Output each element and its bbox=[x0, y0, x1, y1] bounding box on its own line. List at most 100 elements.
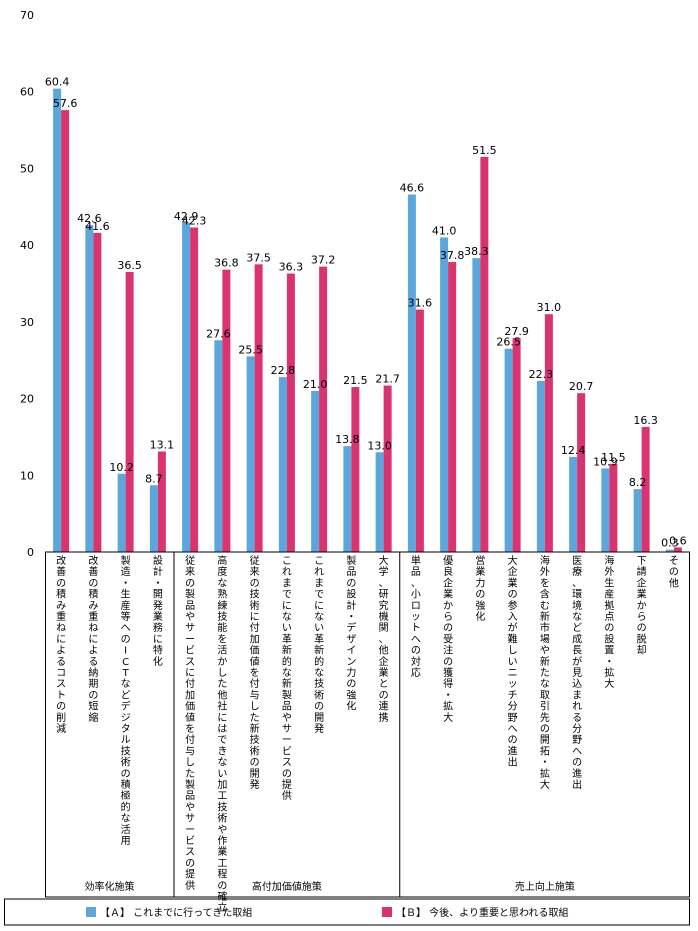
bar bbox=[214, 340, 223, 552]
category-table: 効率化施策 高付加価値施策 売上向上施策 改善の積み重ねによるコストの削減 改善の積み重… bbox=[45, 551, 690, 914]
y-tick-label: 20 bbox=[20, 393, 34, 406]
data-label: 16.3 bbox=[633, 414, 658, 427]
category-label: 単品、小ロットへの対応 bbox=[411, 554, 421, 679]
data-label: 36.3 bbox=[279, 261, 304, 274]
bar bbox=[512, 337, 521, 552]
data-label: 42.3 bbox=[182, 214, 207, 227]
legend-label: 【Ｂ】 今後、より重要と思われる取組 bbox=[396, 906, 568, 919]
category-label: 営業力の強化 bbox=[475, 554, 485, 623]
category-label: 製造・生産等への I C T などデジタル技術の積極的な活用 bbox=[121, 554, 131, 847]
data-label: 37.8 bbox=[440, 249, 465, 262]
data-label: 10.9 bbox=[593, 455, 618, 468]
data-label: 42.9 bbox=[174, 210, 199, 223]
bar bbox=[375, 452, 384, 552]
data-label: 37.5 bbox=[246, 251, 271, 264]
data-label: 42.6 bbox=[77, 212, 102, 225]
data-label: 21.7 bbox=[375, 373, 400, 386]
y-tick-label: 50 bbox=[20, 162, 34, 175]
bar bbox=[190, 227, 199, 552]
bar bbox=[383, 385, 392, 552]
bar bbox=[319, 266, 328, 552]
bar bbox=[609, 463, 618, 552]
group-label: 売上向上施策 bbox=[515, 880, 575, 893]
category-label: 大学、研究機関、他企業との連携 bbox=[379, 554, 389, 724]
category-label: 医療、環境など成長が見込まれる分野への進出 bbox=[572, 555, 582, 791]
y-tick-label: 0 bbox=[27, 546, 34, 559]
category-label: 海外生産拠点の設置・拡大 bbox=[604, 554, 614, 690]
bar bbox=[125, 271, 134, 552]
bar bbox=[85, 225, 94, 552]
y-tick-label: 60 bbox=[20, 86, 34, 99]
y-tick-label: 70 bbox=[20, 9, 34, 22]
data-label: 13.8 bbox=[335, 433, 360, 446]
bars bbox=[53, 88, 682, 553]
data-label: 51.5 bbox=[472, 144, 497, 157]
data-labels: 60.4 42.6 10.2 8.7 42.9 27.6 25.5 22.8 21.0 13.8 1… bbox=[45, 76, 687, 550]
category-label: 下請企業からの脱却 bbox=[637, 556, 647, 657]
bar bbox=[351, 387, 360, 552]
data-label: 27.9 bbox=[504, 325, 529, 338]
bar bbox=[311, 390, 320, 552]
data-label: 0.6 bbox=[669, 534, 687, 547]
data-label: 22.3 bbox=[529, 368, 554, 381]
category-label: 海外を含む新市場や新たな取引先の開拓・拡大 bbox=[540, 554, 550, 791]
data-label: 21.0 bbox=[303, 378, 328, 391]
data-label: 60.4 bbox=[45, 76, 70, 89]
bar bbox=[536, 380, 545, 552]
bar bbox=[569, 456, 578, 552]
bar bbox=[480, 156, 489, 552]
data-label: 26.5 bbox=[496, 336, 521, 349]
data-label: 37.2 bbox=[311, 254, 336, 267]
bar bbox=[61, 110, 70, 552]
data-label: 36.5 bbox=[117, 259, 142, 272]
legend: 【Ａ】 これまでに行ってきた取組 【Ｂ】 今後、より重要と思われる取組 bbox=[4, 898, 690, 926]
category-label: これまでにない革新的な技術の開発 bbox=[314, 556, 324, 735]
data-label: 41.0 bbox=[432, 224, 457, 237]
bar bbox=[343, 446, 352, 552]
bar bbox=[544, 314, 553, 552]
data-label: 31.6 bbox=[408, 297, 433, 310]
data-label: 20.7 bbox=[569, 380, 594, 393]
category-label: 改善の積み重ねによる納期の短縮 bbox=[88, 554, 98, 724]
data-label: 36.8 bbox=[214, 257, 239, 270]
bar bbox=[407, 194, 416, 553]
data-label: 0.3 bbox=[661, 537, 679, 550]
y-tick-label: 30 bbox=[20, 316, 34, 329]
category-label: 改善の積み重ねによるコストの削減 bbox=[56, 554, 66, 735]
category-table-border bbox=[45, 551, 690, 898]
data-label: 10.2 bbox=[109, 461, 134, 474]
legend-swatch bbox=[382, 907, 392, 917]
data-label: 41.6 bbox=[85, 220, 110, 233]
data-label: 12.4 bbox=[561, 444, 586, 457]
bar bbox=[633, 489, 642, 552]
bar bbox=[673, 547, 682, 552]
bar bbox=[246, 356, 255, 552]
bar bbox=[222, 269, 231, 552]
group-label: 効率化施策 bbox=[85, 880, 135, 893]
data-label: 25.5 bbox=[238, 343, 263, 356]
data-label: 27.6 bbox=[206, 327, 231, 340]
bar bbox=[415, 309, 424, 552]
data-label: 22.8 bbox=[271, 364, 296, 377]
bar bbox=[577, 393, 586, 552]
data-label: 8.2 bbox=[629, 476, 647, 489]
bar bbox=[53, 88, 62, 552]
category-label: 大企業の参入が難しいニッチ分野への進出 bbox=[508, 554, 518, 769]
bar bbox=[93, 232, 102, 552]
legend-box bbox=[4, 898, 690, 926]
y-tick-label: 40 bbox=[20, 239, 34, 252]
data-label: 57.6 bbox=[53, 97, 78, 110]
category-label: 設計・開発業務に特化 bbox=[153, 554, 163, 668]
data-label: 13.0 bbox=[367, 439, 392, 452]
bar bbox=[440, 237, 449, 552]
data-label: 46.6 bbox=[400, 182, 425, 195]
bar bbox=[448, 262, 457, 552]
group-label: 高付加価値施策 bbox=[252, 880, 322, 893]
data-label: 11.5 bbox=[601, 451, 626, 464]
bar bbox=[472, 258, 481, 552]
legend-swatch bbox=[86, 907, 96, 917]
y-tick-label: 10 bbox=[20, 469, 34, 482]
bar bbox=[504, 348, 513, 552]
category-label: 従来の技術に付加価値を付与した新技術の開発 bbox=[250, 554, 260, 791]
